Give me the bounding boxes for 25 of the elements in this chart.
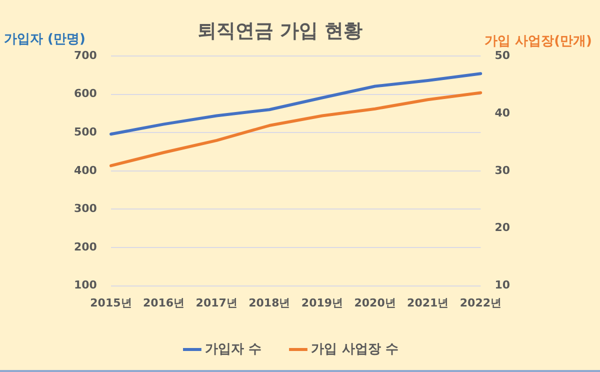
y2-axis-title: 가입 사업장(만개)	[484, 33, 592, 50]
y2-tick-label: 10	[494, 278, 510, 292]
chart-title: 퇴직연금 가입 현황	[197, 20, 363, 42]
y-tick-label: 600	[74, 87, 98, 100]
legend-label: 가입자 수	[205, 342, 262, 357]
x-tick-label: 2019년	[301, 296, 344, 310]
y-axis-title: 가입자 (만명)	[4, 31, 86, 48]
y2-tick-label: 30	[494, 164, 510, 177]
y2-tick-label: 50	[494, 48, 510, 62]
x-tick-label: 2022년	[460, 296, 502, 310]
y2-tick-label: 40	[494, 106, 510, 120]
x-tick-label: 2020년	[354, 296, 396, 310]
y-tick-label: 100	[74, 278, 98, 292]
y-tick-label: 700	[74, 48, 98, 62]
x-tick-label: 2018년	[248, 296, 290, 310]
x-tick-label: 2016년	[142, 296, 185, 310]
y-tick-label: 500	[74, 125, 98, 138]
x-tick-label: 2017년	[196, 296, 238, 310]
y2-tick-label: 20	[494, 221, 510, 234]
y-tick-label: 300	[74, 202, 98, 216]
x-tick-label: 2021년	[407, 296, 449, 310]
y-tick-label: 200	[74, 240, 98, 254]
legend-label: 가입 사업장 수	[311, 342, 398, 357]
y-tick-label: 400	[74, 164, 98, 177]
x-tick-label: 2015년	[90, 296, 132, 310]
